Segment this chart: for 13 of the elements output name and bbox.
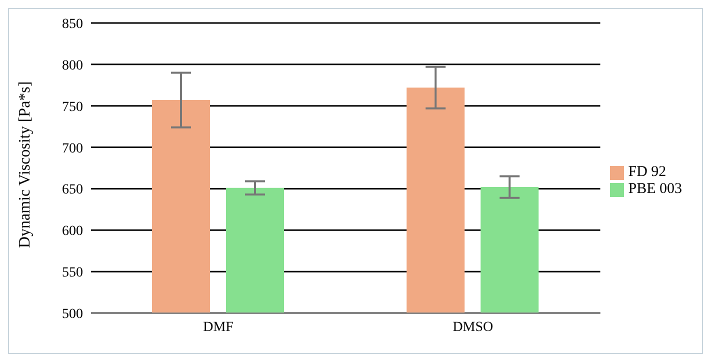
y-tick-label: 650 <box>62 182 83 198</box>
y-axis-title: Dynamic Viscosity [Pa*s] <box>16 81 34 248</box>
y-tick-label: 850 <box>62 16 83 32</box>
y-tick-label: 600 <box>62 224 83 240</box>
y-tick-label: 700 <box>62 141 83 156</box>
y-tick-label: 800 <box>62 58 83 74</box>
x-tick-label: DMSO <box>452 320 494 335</box>
y-tick-label: 750 <box>62 100 83 115</box>
x-tick-label: DMF <box>203 320 234 335</box>
legend-label: FD 92 <box>628 164 666 180</box>
y-tick-label: 500 <box>62 306 83 322</box>
legend-label: PBE 003 <box>628 181 682 197</box>
y-tick-label: 550 <box>62 266 83 281</box>
